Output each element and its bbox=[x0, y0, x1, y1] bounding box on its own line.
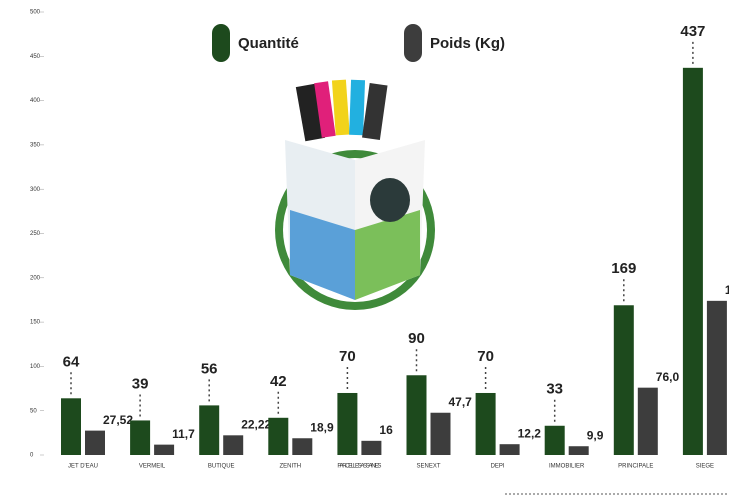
y-tick-label: 400 bbox=[30, 98, 41, 104]
bar bbox=[268, 417, 289, 455]
legend-label: Quantité bbox=[238, 35, 299, 52]
value-label: 39 bbox=[132, 375, 149, 392]
value-label: 9,9 bbox=[587, 428, 604, 442]
value-label: 18,9 bbox=[310, 420, 334, 434]
x-tick-label: SENEXT bbox=[416, 464, 440, 470]
bar bbox=[361, 440, 382, 455]
value-label: 16 bbox=[379, 423, 393, 437]
value-label: 33 bbox=[546, 381, 563, 398]
x-tick-label: VERMEIL bbox=[139, 464, 166, 470]
value-label: 70 bbox=[339, 348, 356, 365]
bar bbox=[499, 444, 520, 455]
legend-swatch bbox=[212, 24, 230, 62]
value-label: 11,7 bbox=[172, 427, 195, 441]
x-tick-label: BUTIQUE bbox=[208, 464, 235, 470]
bar bbox=[430, 412, 451, 455]
x-tick-label: SIEGE bbox=[696, 464, 714, 470]
bar bbox=[85, 430, 105, 455]
value-label: 90 bbox=[408, 330, 425, 347]
y-tick-label: 200 bbox=[30, 275, 41, 281]
y-tick-label: 350 bbox=[30, 142, 41, 148]
value-label: 12,2 bbox=[518, 426, 542, 440]
value-label: 174 bbox=[725, 283, 729, 297]
y-tick-label: 300 bbox=[30, 187, 41, 193]
x-tick-label: DEPI bbox=[491, 464, 505, 470]
bar bbox=[223, 435, 244, 455]
bar bbox=[406, 375, 427, 455]
bar bbox=[706, 300, 727, 455]
value-label: 27,52 bbox=[103, 413, 133, 427]
bar bbox=[475, 392, 496, 455]
x-tick-label: JET D'EAU bbox=[68, 464, 98, 470]
y-tick-label: 250 bbox=[30, 231, 41, 237]
bar bbox=[682, 67, 703, 456]
bar bbox=[199, 405, 220, 455]
bar bbox=[130, 420, 151, 455]
y-tick-label: 100 bbox=[30, 364, 41, 370]
y-tick-label: 500 bbox=[30, 10, 41, 16]
value-label: 76,0 bbox=[656, 370, 680, 384]
legend-label: Poids (Kg) bbox=[430, 35, 505, 52]
bar bbox=[292, 438, 313, 455]
bar bbox=[568, 446, 589, 455]
value-label: 22,22 bbox=[241, 417, 271, 431]
x-tick-label: IMMOBILIER bbox=[549, 464, 585, 470]
value-label: 56 bbox=[201, 360, 218, 377]
value-label: 64 bbox=[63, 353, 80, 370]
x-tick-label: PARCELLES ASSAINIES bbox=[337, 464, 381, 470]
y-tick-label: 50 bbox=[30, 408, 37, 414]
illustration bbox=[275, 79, 435, 310]
value-label: 169 bbox=[611, 260, 636, 277]
bar bbox=[154, 444, 175, 455]
value-label: 437 bbox=[680, 23, 705, 40]
bar bbox=[613, 305, 634, 455]
value-label: 47,7 bbox=[449, 395, 473, 409]
y-tick-label: 150 bbox=[30, 320, 41, 326]
bar bbox=[637, 387, 658, 455]
legend-swatch bbox=[404, 24, 422, 62]
y-tick-label: 450 bbox=[30, 54, 41, 60]
x-tick-label: PRINCIPALE bbox=[618, 464, 653, 470]
x-tick-label: ZENITH bbox=[279, 464, 301, 470]
bar bbox=[544, 425, 565, 455]
value-label: 70 bbox=[477, 348, 494, 365]
value-label: 42 bbox=[270, 373, 287, 390]
bar bbox=[337, 392, 358, 455]
y-tick-label: 0 bbox=[30, 453, 34, 459]
bar bbox=[61, 398, 81, 455]
